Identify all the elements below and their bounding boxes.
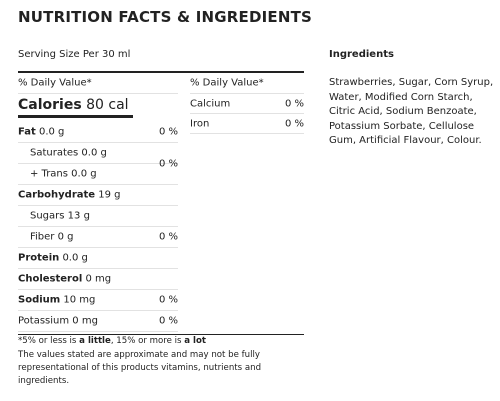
top-rule <box>18 71 304 73</box>
sub-nutrient: Fiber 0 g <box>30 231 74 243</box>
ingredients-heading: Ingredients <box>329 49 394 60</box>
table-row: Fat 0.0 g 0 % <box>18 122 178 143</box>
nutrient-amount: 0.0 g <box>38 126 65 138</box>
calories-name: Calories <box>18 97 82 113</box>
nutrient-name: Protein <box>18 252 60 264</box>
table-row: + Trans 0.0 g <box>18 164 178 185</box>
nutrient-amount: 10 mg <box>63 294 96 306</box>
sub-nutrient: Saturates 0.0 g <box>30 147 107 159</box>
title: NUTRITION FACTS & INGREDIENTS <box>18 8 313 26</box>
ingredients-text: Strawberries, Sugar, Corn Syrup, Water, … <box>329 77 494 146</box>
daily-value: 0 % <box>158 231 178 243</box>
nutrient-name: Sodium <box>18 294 61 306</box>
nutrient-name: Cholesterol <box>18 273 83 285</box>
sub-nutrient: Potassium 0 mg <box>18 315 98 327</box>
table-row: Sodium 10 mg 0 % <box>18 290 178 311</box>
table-row: Carbohydrate 19 g <box>18 185 178 206</box>
nutrient-name: Fat <box>18 126 36 138</box>
group: Saturates 0.0 g + Trans 0.0 g 0 % <box>18 143 178 185</box>
nutrient-amount: 0.0 g <box>62 252 88 264</box>
daily-value: 0 % <box>284 118 304 129</box>
vitamin-name: Iron <box>190 118 210 129</box>
nutrient: Cholesterol 0 mg <box>18 274 111 285</box>
footnote-part: , 15% or more is <box>110 336 185 346</box>
sub-nutrient: + Trans 0.0 g <box>30 168 97 180</box>
table-row: Potassium 0 mg 0 % <box>18 311 178 332</box>
table-row: Calcium 0 % <box>190 94 304 114</box>
daily-value: 0 % <box>284 98 304 109</box>
vitamin-table: % Daily Value* Calcium 0 % Iron 0 % <box>190 73 304 143</box>
nutrient: Fat 0.0 g <box>18 127 64 138</box>
sub-nutrient: Sugars 13 g <box>30 210 90 222</box>
footnote-part: a lot <box>184 336 207 346</box>
table-row: Fiber 0 g 0 % <box>18 227 178 248</box>
note: The values stated are approximate and ma… <box>18 350 262 386</box>
nutrient-table: % Daily Value* Calories 80 cal Fat 0.0 g 0 … <box>18 73 178 334</box>
daily-value: 0 % <box>158 315 178 327</box>
footnote-part: a little <box>79 336 111 346</box>
calories-amount: 80 cal <box>86 97 129 113</box>
table-row: Sugars 13 g <box>18 206 178 227</box>
daily-value: 0 % <box>158 158 178 170</box>
table-row: % Daily Value* <box>190 73 304 94</box>
calories-row: Calories 80 cal <box>18 94 133 121</box>
nutrient: Protein 0.0 g <box>18 253 88 264</box>
bottom-rule <box>18 334 304 335</box>
footnote-part: *5% or less is <box>18 336 80 346</box>
table-row: Protein 0.0 g <box>18 248 178 269</box>
table-row: % Daily Value* <box>18 73 178 94</box>
nutrient-name: Carbohydrate <box>18 189 96 201</box>
daily-value: 0 % <box>158 126 178 138</box>
table-row: Iron 0 % <box>190 114 304 134</box>
calories: Calories 80 cal <box>18 94 133 118</box>
serving-size: Serving Size Per 30 ml <box>18 49 131 60</box>
dv-header: % Daily Value* <box>18 77 92 89</box>
nutrient-amount: 0 mg <box>85 273 112 285</box>
vitamin-name: Calcium <box>190 98 231 109</box>
table-row: Cholesterol 0 mg <box>18 269 178 290</box>
table-row: Saturates 0.0 g <box>18 143 178 164</box>
nutrient: Carbohydrate 19 g <box>18 190 121 201</box>
nutrient: Sodium 10 mg <box>18 295 95 306</box>
footnote: *5% or less is a little, 15% or more is … <box>18 336 206 346</box>
dv-header: % Daily Value* <box>190 77 264 89</box>
daily-value: 0 % <box>158 294 178 306</box>
nutrient-amount: 19 g <box>98 189 121 201</box>
